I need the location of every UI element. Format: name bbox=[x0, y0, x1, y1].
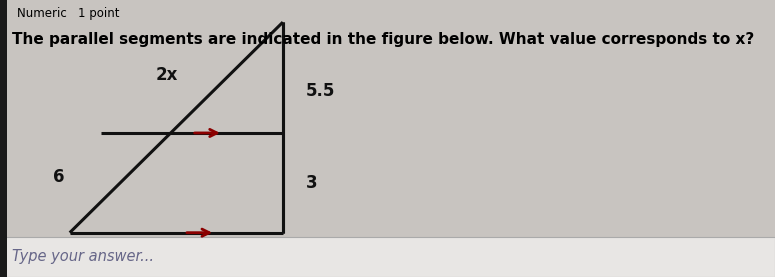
Text: 6: 6 bbox=[53, 168, 64, 186]
Bar bbox=[0, 0, 7, 277]
Text: The parallel segments are indicated in the figure below. What value corresponds : The parallel segments are indicated in t… bbox=[12, 32, 755, 47]
Text: 2x: 2x bbox=[156, 66, 177, 84]
Text: 5.5: 5.5 bbox=[306, 83, 336, 100]
Text: Numeric   1 point: Numeric 1 point bbox=[17, 7, 119, 20]
Text: Type your answer...: Type your answer... bbox=[12, 249, 154, 265]
FancyBboxPatch shape bbox=[0, 237, 775, 277]
Text: 3: 3 bbox=[306, 174, 318, 192]
